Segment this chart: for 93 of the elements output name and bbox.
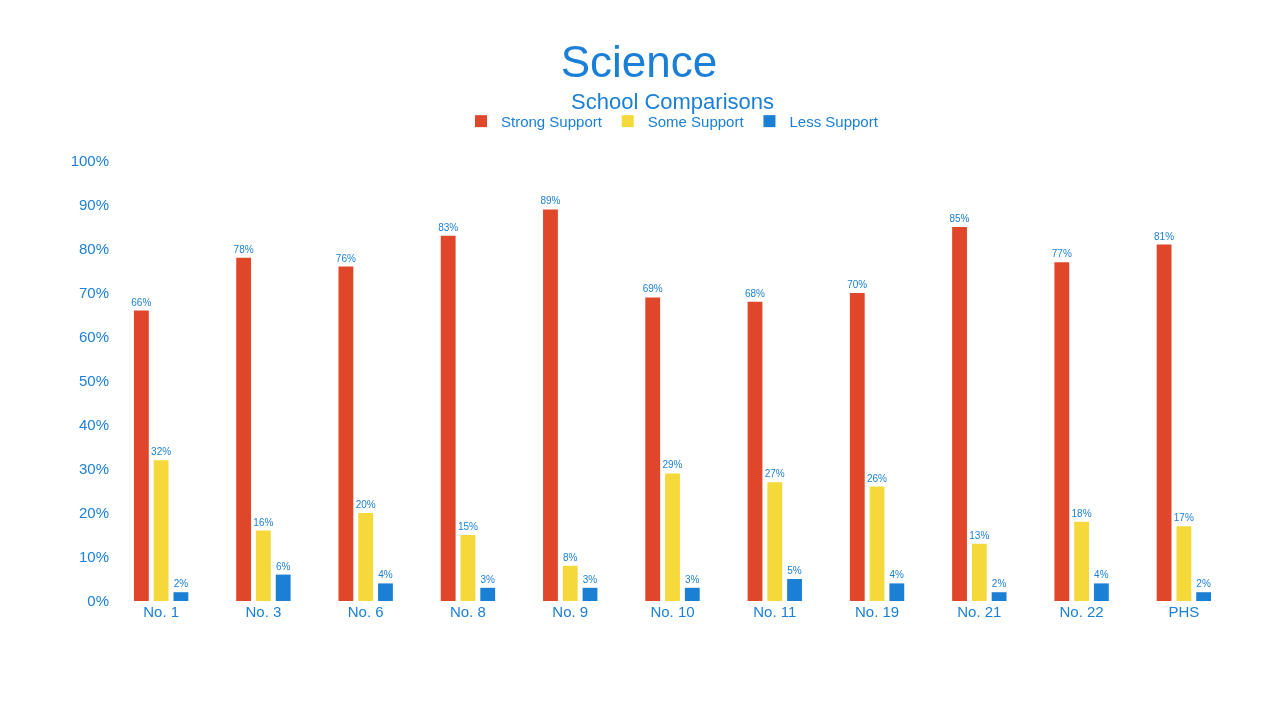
data-label: 6% bbox=[275, 560, 291, 572]
bar bbox=[173, 592, 189, 601]
data-label: 2% bbox=[1196, 578, 1211, 590]
x-tick-label: No. 11 bbox=[753, 603, 797, 620]
y-tick-label: 90% bbox=[78, 196, 109, 214]
data-label: 2% bbox=[173, 578, 189, 590]
data-label: 89% bbox=[540, 195, 561, 207]
y-tick-label: 100% bbox=[70, 152, 109, 170]
bar bbox=[358, 513, 374, 601]
y-tick-label: 70% bbox=[78, 284, 109, 302]
data-label: 32% bbox=[151, 446, 172, 458]
x-tick-label: No. 19 bbox=[854, 603, 900, 620]
data-label: 4% bbox=[889, 569, 905, 581]
y-tick-label: 0% bbox=[87, 592, 109, 610]
data-label: 2% bbox=[991, 578, 1007, 590]
bar bbox=[849, 293, 865, 601]
bar bbox=[1196, 592, 1212, 601]
data-label: 81% bbox=[1154, 230, 1175, 242]
y-tick-label: 30% bbox=[78, 460, 109, 478]
x-tick-label: No. 3 bbox=[245, 603, 282, 620]
data-label: 83% bbox=[438, 221, 459, 233]
data-label: 3% bbox=[582, 573, 598, 585]
data-label: 17% bbox=[1173, 512, 1194, 524]
y-tick-label: 40% bbox=[78, 416, 109, 434]
x-tick-label: No. 6 bbox=[347, 603, 384, 620]
bar bbox=[869, 486, 885, 601]
bar bbox=[275, 574, 291, 601]
bar bbox=[133, 310, 149, 601]
bar bbox=[480, 587, 496, 601]
x-tick-label: No. 10 bbox=[650, 603, 695, 620]
data-label: 85% bbox=[949, 213, 970, 224]
data-label: 78% bbox=[233, 243, 254, 255]
data-label: 70% bbox=[847, 279, 868, 290]
bar bbox=[460, 535, 476, 601]
bar bbox=[1093, 583, 1109, 601]
bar bbox=[1074, 521, 1090, 601]
bar bbox=[1054, 262, 1070, 601]
legend-label: Strong Support bbox=[501, 113, 603, 130]
y-tick-label: 60% bbox=[78, 328, 109, 346]
data-label: 3% bbox=[684, 573, 700, 585]
bar bbox=[153, 460, 169, 601]
bar bbox=[543, 209, 558, 601]
data-label: 66% bbox=[131, 296, 152, 308]
data-label: 15% bbox=[457, 521, 479, 532]
bar bbox=[747, 301, 763, 601]
data-label: 13% bbox=[969, 529, 990, 541]
x-tick-label: No. 9 bbox=[552, 603, 589, 620]
data-label: 20% bbox=[355, 499, 376, 510]
data-label: 18% bbox=[1071, 507, 1092, 519]
bar bbox=[562, 565, 578, 601]
bar bbox=[255, 530, 271, 601]
bar bbox=[236, 257, 252, 601]
chart-subtitle: School Comparisons bbox=[571, 89, 774, 114]
bar bbox=[378, 583, 393, 601]
x-tick-label: No. 21 bbox=[957, 603, 1002, 620]
data-label: 26% bbox=[866, 472, 888, 484]
bar bbox=[991, 592, 1007, 601]
data-label: 16% bbox=[253, 516, 274, 528]
bar bbox=[971, 543, 987, 601]
data-label: 77% bbox=[1051, 248, 1072, 260]
chart-title: Science bbox=[560, 36, 718, 86]
legend-label: Some Support bbox=[647, 113, 745, 130]
data-label: 68% bbox=[744, 287, 766, 299]
bar bbox=[767, 482, 783, 601]
bar bbox=[684, 587, 700, 601]
data-label: 27% bbox=[764, 468, 785, 480]
bar bbox=[338, 266, 354, 601]
x-tick-label: No. 22 bbox=[1059, 603, 1104, 620]
data-label: 69% bbox=[642, 283, 663, 295]
bar bbox=[665, 473, 680, 601]
bar bbox=[440, 235, 456, 601]
y-tick-label: 80% bbox=[78, 240, 109, 258]
legend-label: Less Support bbox=[789, 113, 879, 130]
y-tick-label: 20% bbox=[78, 504, 109, 522]
data-label: 29% bbox=[662, 459, 683, 471]
y-tick-label: 10% bbox=[78, 548, 109, 566]
data-label: 76% bbox=[335, 252, 356, 264]
bar bbox=[645, 297, 661, 601]
data-label: 4% bbox=[378, 569, 393, 581]
x-tick-label: PHS bbox=[1168, 603, 1200, 620]
data-label: 3% bbox=[480, 573, 496, 585]
bar bbox=[787, 579, 802, 601]
x-tick-label: No. 1 bbox=[143, 603, 180, 620]
data-label: 4% bbox=[1094, 569, 1109, 581]
bar bbox=[1156, 244, 1172, 601]
bar bbox=[1176, 526, 1192, 601]
bar bbox=[952, 227, 967, 601]
data-label: 5% bbox=[787, 565, 802, 576]
y-tick-label: 50% bbox=[78, 372, 109, 390]
bar bbox=[889, 583, 905, 601]
bar bbox=[582, 587, 598, 601]
data-label: 8% bbox=[562, 551, 578, 563]
x-tick-label: No. 8 bbox=[450, 603, 486, 620]
